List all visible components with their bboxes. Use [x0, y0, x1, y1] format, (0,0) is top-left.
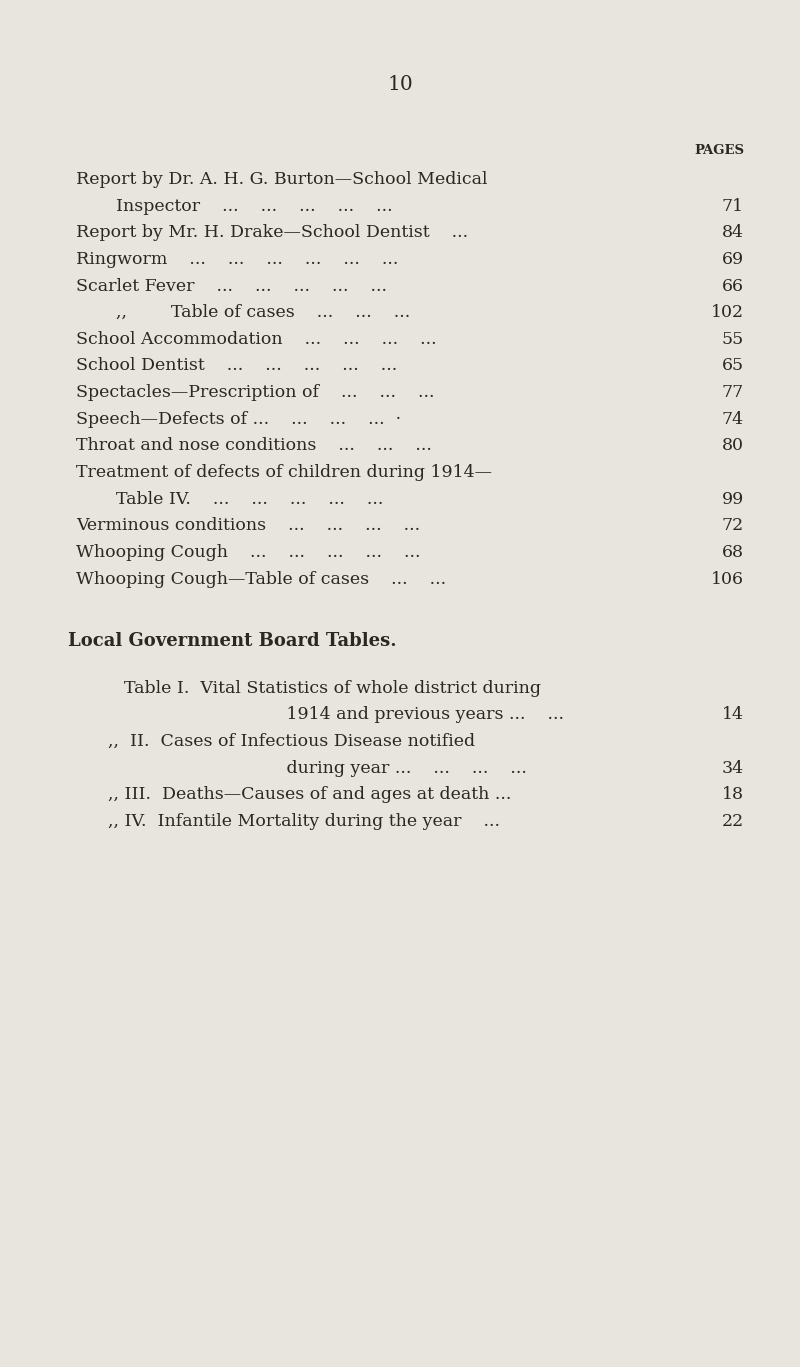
Text: 14: 14 — [722, 707, 744, 723]
Text: 77: 77 — [722, 384, 744, 401]
Text: Speech—Defects of ...    ...    ...    ...  ·: Speech—Defects of ... ... ... ... · — [76, 410, 401, 428]
Text: 18: 18 — [722, 786, 744, 804]
Text: Inspector    ...    ...    ...    ...    ...: Inspector ... ... ... ... ... — [116, 197, 393, 215]
Text: 1914 and previous years ...    ...: 1914 and previous years ... ... — [204, 707, 564, 723]
Text: Ringworm    ...    ...    ...    ...    ...    ...: Ringworm ... ... ... ... ... ... — [76, 250, 398, 268]
Text: ,,  II.  Cases of Infectious Disease notified: ,, II. Cases of Infectious Disease notif… — [108, 733, 475, 750]
Text: School Accommodation    ...    ...    ...    ...: School Accommodation ... ... ... ... — [76, 331, 437, 347]
Text: Local Government Board Tables.: Local Government Board Tables. — [68, 632, 397, 649]
Text: ,, III.  Deaths—Causes of and ages at death ...: ,, III. Deaths—Causes of and ages at dea… — [108, 786, 511, 804]
Text: Report by Mr. H. Drake—School Dentist    ...: Report by Mr. H. Drake—School Dentist ..… — [76, 224, 468, 241]
Text: Treatment of defects of children during 1914—: Treatment of defects of children during … — [76, 463, 492, 481]
Text: Table I.  Vital Statistics of whole district during: Table I. Vital Statistics of whole distr… — [124, 679, 541, 697]
Text: 99: 99 — [722, 491, 744, 507]
Text: Whooping Cough—Table of cases    ...    ...: Whooping Cough—Table of cases ... ... — [76, 570, 446, 588]
Text: 84: 84 — [722, 224, 744, 241]
Text: 34: 34 — [722, 760, 744, 776]
Text: ,, IV.  Infantile Mortality during the year    ...: ,, IV. Infantile Mortality during the ye… — [108, 813, 500, 830]
Text: Spectacles—Prescription of    ...    ...    ...: Spectacles—Prescription of ... ... ... — [76, 384, 434, 401]
Text: 74: 74 — [722, 410, 744, 428]
Text: Verminous conditions    ...    ...    ...    ...: Verminous conditions ... ... ... ... — [76, 517, 420, 534]
Text: 71: 71 — [722, 197, 744, 215]
Text: 65: 65 — [722, 357, 744, 375]
Text: 68: 68 — [722, 544, 744, 560]
Text: 72: 72 — [722, 517, 744, 534]
Text: ,,        Table of cases    ...    ...    ...: ,, Table of cases ... ... ... — [116, 303, 410, 321]
Text: 80: 80 — [722, 437, 744, 454]
Text: Whooping Cough    ...    ...    ...    ...    ...: Whooping Cough ... ... ... ... ... — [76, 544, 421, 560]
Text: Report by Dr. A. H. G. Burton—School Medical: Report by Dr. A. H. G. Burton—School Med… — [76, 171, 487, 187]
Text: Scarlet Fever    ...    ...    ...    ...    ...: Scarlet Fever ... ... ... ... ... — [76, 278, 387, 294]
Text: 106: 106 — [711, 570, 744, 588]
Text: 10: 10 — [387, 75, 413, 94]
Text: 55: 55 — [722, 331, 744, 347]
Text: Table IV.    ...    ...    ...    ...    ...: Table IV. ... ... ... ... ... — [116, 491, 383, 507]
Text: 69: 69 — [722, 250, 744, 268]
Text: Throat and nose conditions    ...    ...    ...: Throat and nose conditions ... ... ... — [76, 437, 432, 454]
Text: 66: 66 — [722, 278, 744, 294]
Text: School Dentist    ...    ...    ...    ...    ...: School Dentist ... ... ... ... ... — [76, 357, 398, 375]
Text: 22: 22 — [722, 813, 744, 830]
Text: 102: 102 — [711, 303, 744, 321]
Text: PAGES: PAGES — [694, 144, 744, 157]
Text: during year ...    ...    ...    ...: during year ... ... ... ... — [204, 760, 527, 776]
